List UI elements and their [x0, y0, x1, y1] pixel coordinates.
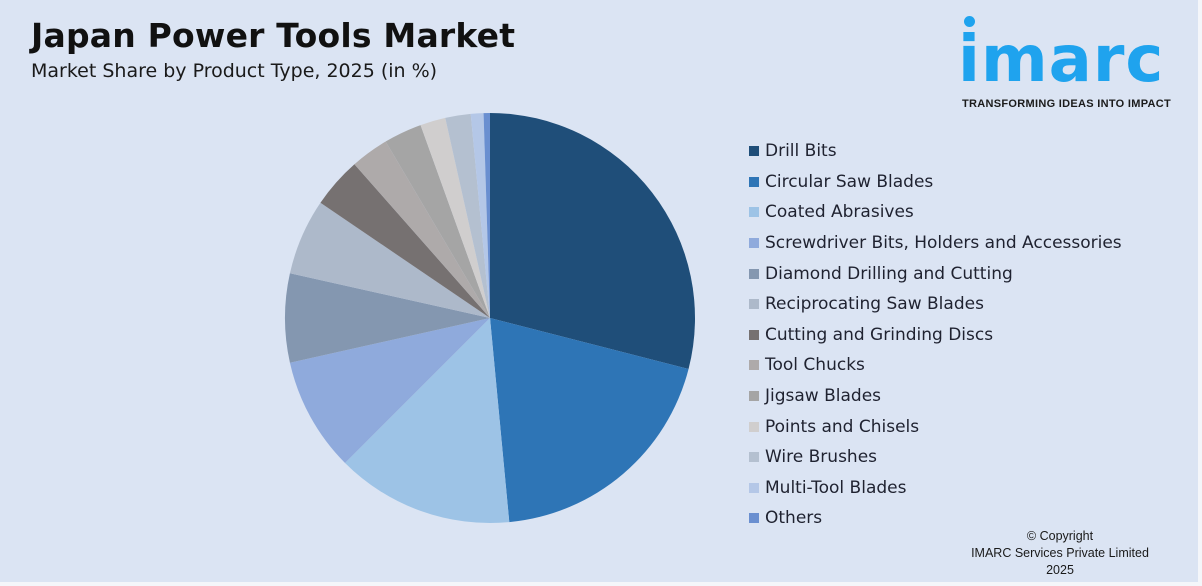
pie-slice: [285, 273, 490, 363]
legend-item: Others: [749, 503, 1122, 534]
legend-label: Drill Bits: [765, 141, 837, 162]
legend-label: Circular Saw Blades: [765, 171, 934, 192]
legend-item: Wire Brushes: [749, 442, 1122, 473]
pie-slice: [445, 113, 490, 319]
legend-swatch-icon: [749, 299, 759, 310]
legend-label: Coated Abrasives: [765, 202, 914, 223]
chart-legend: Drill Bits Circular Saw Blades Coated Abra…: [749, 136, 1122, 534]
legend-swatch-icon: [749, 146, 759, 157]
legend-item: Multi-Tool Blades: [749, 473, 1122, 504]
imarc-logo: imarc TRANSFORMING IDEAS INTO IMPACT: [958, 12, 1172, 112]
legend-swatch-icon: [749, 513, 759, 524]
chart-title: Japan Power Tools Market: [31, 16, 516, 55]
legend-label: Jigsaw Blades: [765, 386, 882, 407]
legend-label: Screwdriver Bits, Holders and Accessorie…: [765, 233, 1122, 254]
pie-slice: [289, 318, 490, 463]
legend-item: Circular Saw Blades: [749, 167, 1122, 198]
pie-slice: [345, 318, 510, 523]
legend-label: Multi-Tool Blades: [765, 477, 907, 498]
pie-slice: [483, 113, 490, 318]
legend-item: Cutting and Grinding Discs: [749, 320, 1122, 351]
copyright-notice: © Copyright IMARC Services Private Limit…: [960, 528, 1160, 579]
legend-swatch-icon: [749, 207, 759, 218]
pie-slice: [354, 141, 490, 318]
pie-slice: [490, 318, 689, 523]
legend-item: Drill Bits: [749, 136, 1122, 167]
legend-item: Coated Abrasives: [749, 197, 1122, 228]
copyright-line: © Copyright: [1026, 529, 1094, 543]
logo-dot-icon: [964, 16, 975, 27]
pie-slice: [470, 113, 490, 318]
legend-item: Tool Chucks: [749, 350, 1122, 381]
pie-slice: [420, 117, 490, 318]
legend-swatch-icon: [749, 268, 759, 279]
pie-slice: [490, 113, 695, 369]
legend-swatch-icon: [749, 391, 759, 402]
legend-swatch-icon: [749, 360, 759, 371]
legend-item: Points and Chisels: [749, 411, 1122, 442]
legend-label: Points and Chisels: [765, 416, 920, 437]
pie-slice: [320, 164, 490, 318]
legend-label: Cutting and Grinding Discs: [765, 324, 994, 345]
legend-label: Diamond Drilling and Cutting: [765, 263, 1013, 284]
legend-swatch-icon: [749, 238, 759, 249]
legend-label: Reciprocating Saw Blades: [765, 294, 984, 315]
logo-tagline: TRANSFORMING IDEAS INTO IMPACT: [962, 98, 1172, 110]
logo-wordmark: imarc: [958, 23, 1165, 97]
legend-swatch-icon: [749, 329, 759, 340]
company-line: IMARC Services Private Limited 2025: [971, 546, 1149, 577]
legend-swatch-icon: [749, 482, 759, 493]
legend-label: Tool Chucks: [765, 355, 865, 376]
chart-subtitle: Market Share by Product Type, 2025 (in %…: [31, 60, 438, 82]
legend-swatch-icon: [749, 452, 759, 463]
legend-swatch-icon: [749, 176, 759, 187]
pie-slice: [289, 202, 490, 318]
pie-slice: [385, 125, 490, 318]
legend-swatch-icon: [749, 421, 759, 432]
legend-item: Jigsaw Blades: [749, 381, 1122, 412]
pie-chart: [285, 113, 695, 523]
legend-item: Diamond Drilling and Cutting: [749, 258, 1122, 289]
legend-label: Wire Brushes: [765, 447, 878, 468]
legend-item: Screwdriver Bits, Holders and Accessorie…: [749, 228, 1122, 259]
legend-label: Others: [765, 508, 823, 529]
legend-item: Reciprocating Saw Blades: [749, 289, 1122, 320]
